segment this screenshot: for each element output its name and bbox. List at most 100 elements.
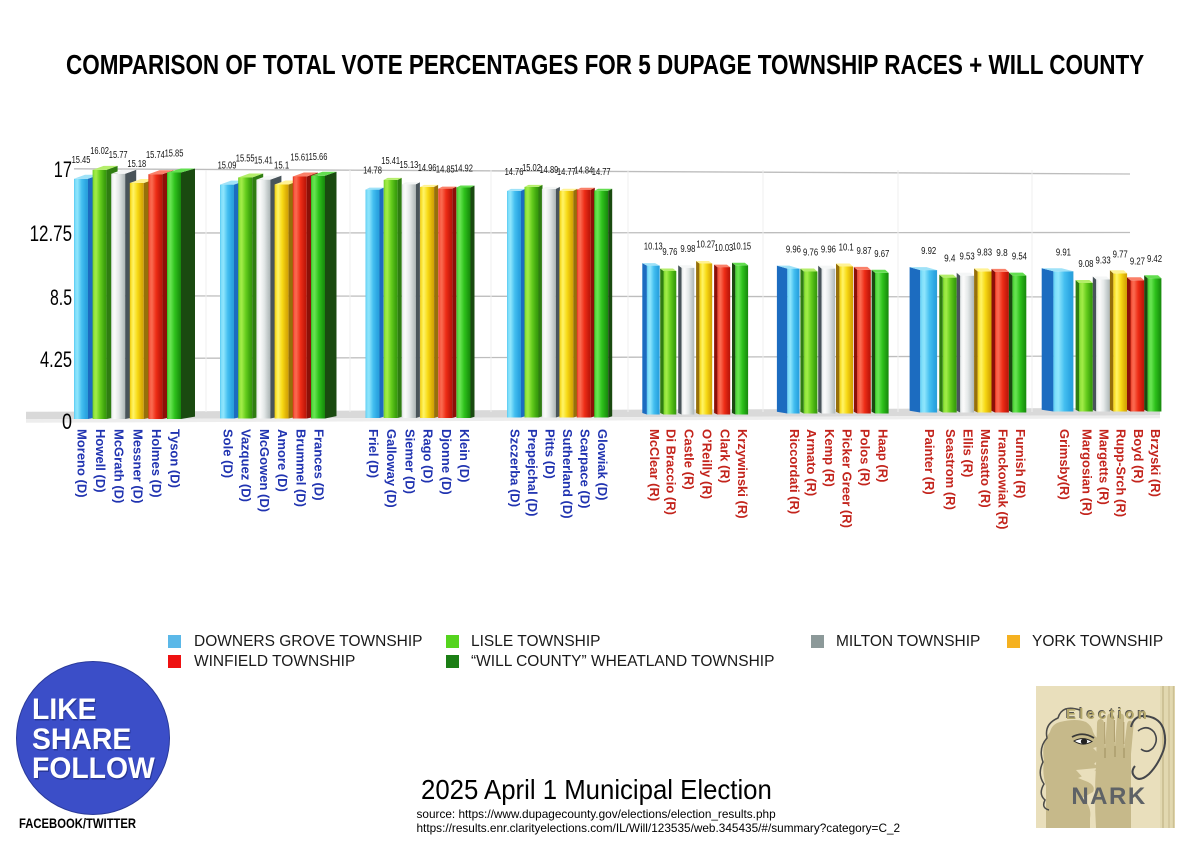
svg-text:14.84: 14.84 — [574, 166, 593, 177]
svg-text:Sole (D): Sole (D) — [221, 429, 236, 478]
svg-text:14.89: 14.89 — [540, 165, 559, 176]
svg-text:9.33: 9.33 — [1096, 256, 1111, 267]
svg-text:0: 0 — [62, 409, 72, 434]
svg-text:Djonne (D): Djonne (D) — [439, 429, 454, 495]
svg-text:Moreno (D): Moreno (D) — [75, 429, 90, 498]
svg-text:10.27: 10.27 — [696, 240, 715, 251]
svg-text:15.02: 15.02 — [522, 163, 541, 174]
svg-text:Seastrom (R): Seastrom (R) — [943, 429, 958, 510]
svg-text:Castle (R): Castle (R) — [681, 429, 696, 490]
svg-text:15.85: 15.85 — [165, 149, 184, 160]
svg-text:O’Reilly (R): O’Reilly (R) — [699, 429, 714, 499]
svg-text:Furnish (R): Furnish (R) — [1013, 429, 1028, 498]
svg-text:9.67: 9.67 — [874, 249, 889, 260]
svg-text:Di Braccio (R): Di Braccio (R) — [663, 429, 678, 515]
svg-text:Galloway (D): Galloway (D) — [384, 429, 399, 508]
svg-text:14.77: 14.77 — [592, 167, 611, 178]
svg-text:Rago (D): Rago (D) — [421, 429, 436, 483]
svg-text:Krzywinski (R): Krzywinski (R) — [735, 429, 750, 519]
svg-text:9.96: 9.96 — [821, 245, 836, 256]
svg-text:Vazquez (D): Vazquez (D) — [239, 429, 254, 502]
svg-text:15.41: 15.41 — [381, 156, 400, 167]
svg-text:Siemer (D): Siemer (D) — [402, 429, 417, 494]
svg-text:Prepejchal (D): Prepejchal (D) — [525, 429, 540, 516]
svg-text:14.76: 14.76 — [505, 167, 524, 178]
svg-text:15.45: 15.45 — [72, 155, 91, 166]
svg-text:15.13: 15.13 — [400, 160, 419, 171]
svg-text:14.96: 14.96 — [418, 163, 437, 174]
svg-text:9.83: 9.83 — [977, 247, 992, 258]
svg-text:McClear (R): McClear (R) — [647, 429, 662, 501]
svg-text:Painter (R): Painter (R) — [922, 429, 937, 495]
svg-text:Polos (R): Polos (R) — [858, 429, 873, 486]
svg-text:14.92: 14.92 — [454, 164, 473, 175]
svg-text:10.1: 10.1 — [839, 243, 854, 254]
svg-text:15.18: 15.18 — [127, 159, 146, 170]
svg-text:9.54: 9.54 — [1012, 252, 1027, 263]
svg-text:Howell (D): Howell (D) — [93, 429, 108, 493]
svg-text:9.91: 9.91 — [1056, 247, 1071, 258]
svg-text:9.27: 9.27 — [1130, 256, 1145, 267]
svg-text:Brzyski (R): Brzyski (R) — [1148, 429, 1163, 497]
svg-text:15.77: 15.77 — [109, 150, 128, 161]
svg-text:Glowiak (D): Glowiak (D) — [595, 429, 610, 501]
svg-text:9.42: 9.42 — [1147, 254, 1162, 265]
svg-text:15.09: 15.09 — [218, 161, 237, 172]
svg-text:9.92: 9.92 — [921, 246, 936, 257]
svg-text:Election: Election — [1065, 705, 1149, 722]
svg-text:15.74: 15.74 — [146, 150, 165, 161]
svg-text:Grimsby(R): Grimsby(R) — [1057, 429, 1072, 500]
svg-text:15.55: 15.55 — [236, 154, 255, 165]
svg-text:8.5: 8.5 — [50, 285, 72, 310]
svg-text:Frances (D): Frances (D) — [312, 429, 327, 501]
svg-text:Rupp-Srch (R): Rupp-Srch (R) — [1114, 429, 1129, 517]
svg-text:Election: Election — [1066, 706, 1150, 723]
svg-text:Franckowiak (R): Franckowiak (R) — [996, 429, 1011, 529]
svg-text:Haap (R): Haap (R) — [875, 429, 890, 482]
svg-text:10.13: 10.13 — [644, 242, 663, 253]
svg-text:Brummel (D): Brummel (D) — [293, 429, 308, 507]
svg-text:Sutherland (D): Sutherland (D) — [560, 429, 575, 519]
svg-text:Amore (D): Amore (D) — [275, 429, 290, 492]
svg-text:Klein (D): Klein (D) — [457, 429, 472, 482]
svg-text:9.98: 9.98 — [680, 244, 695, 255]
svg-text:Tyson (D): Tyson (D) — [168, 429, 183, 488]
svg-text:Kemp (R): Kemp (R) — [822, 429, 837, 487]
svg-text:McGrath (D): McGrath (D) — [112, 429, 127, 503]
svg-text:Messner (D): Messner (D) — [130, 429, 145, 503]
svg-text:Armato (R): Armato (R) — [804, 429, 819, 496]
svg-text:Riccordati (R): Riccordati (R) — [787, 429, 802, 514]
svg-text:Picker Greer (R): Picker Greer (R) — [840, 429, 855, 528]
svg-text:Mussatto (R): Mussatto (R) — [978, 429, 993, 508]
svg-text:9.96: 9.96 — [786, 245, 801, 256]
svg-text:Clark (R): Clark (R) — [717, 429, 732, 483]
svg-text:Holmes (D): Holmes (D) — [149, 429, 164, 498]
svg-text:9.76: 9.76 — [803, 248, 818, 259]
svg-text:McGowen (D): McGowen (D) — [257, 429, 272, 512]
svg-text:10.15: 10.15 — [732, 241, 751, 252]
svg-text:9.87: 9.87 — [856, 246, 871, 257]
svg-text:9.8: 9.8 — [996, 248, 1008, 259]
svg-text:NARK: NARK — [1071, 783, 1146, 810]
svg-text:15.1: 15.1 — [274, 161, 289, 172]
svg-text:12.75: 12.75 — [30, 221, 72, 246]
svg-text:9.53: 9.53 — [960, 252, 975, 263]
svg-text:15.61: 15.61 — [290, 153, 309, 164]
svg-text:14.78: 14.78 — [363, 166, 382, 177]
svg-text:Szczerba (D): Szczerba (D) — [508, 429, 523, 507]
svg-text:14.85: 14.85 — [436, 165, 455, 176]
svg-text:14.77: 14.77 — [557, 167, 576, 178]
svg-text:16.02: 16.02 — [90, 146, 109, 157]
svg-text:9.77: 9.77 — [1113, 249, 1128, 260]
svg-text:9.4: 9.4 — [944, 254, 956, 265]
svg-text:15.66: 15.66 — [309, 152, 328, 163]
svg-text:10.03: 10.03 — [714, 243, 733, 254]
svg-text:Friel (D): Friel (D) — [366, 429, 381, 478]
svg-text:Boyd (R): Boyd (R) — [1131, 429, 1146, 483]
svg-text:9.08: 9.08 — [1078, 259, 1093, 270]
svg-text:9.76: 9.76 — [662, 247, 677, 258]
svg-text:15.41: 15.41 — [254, 156, 273, 167]
svg-text:Margosian (R): Margosian (R) — [1079, 429, 1094, 516]
svg-text:Ellis (R): Ellis (R) — [961, 429, 976, 477]
svg-text:Scarpace (D): Scarpace (D) — [577, 429, 592, 508]
